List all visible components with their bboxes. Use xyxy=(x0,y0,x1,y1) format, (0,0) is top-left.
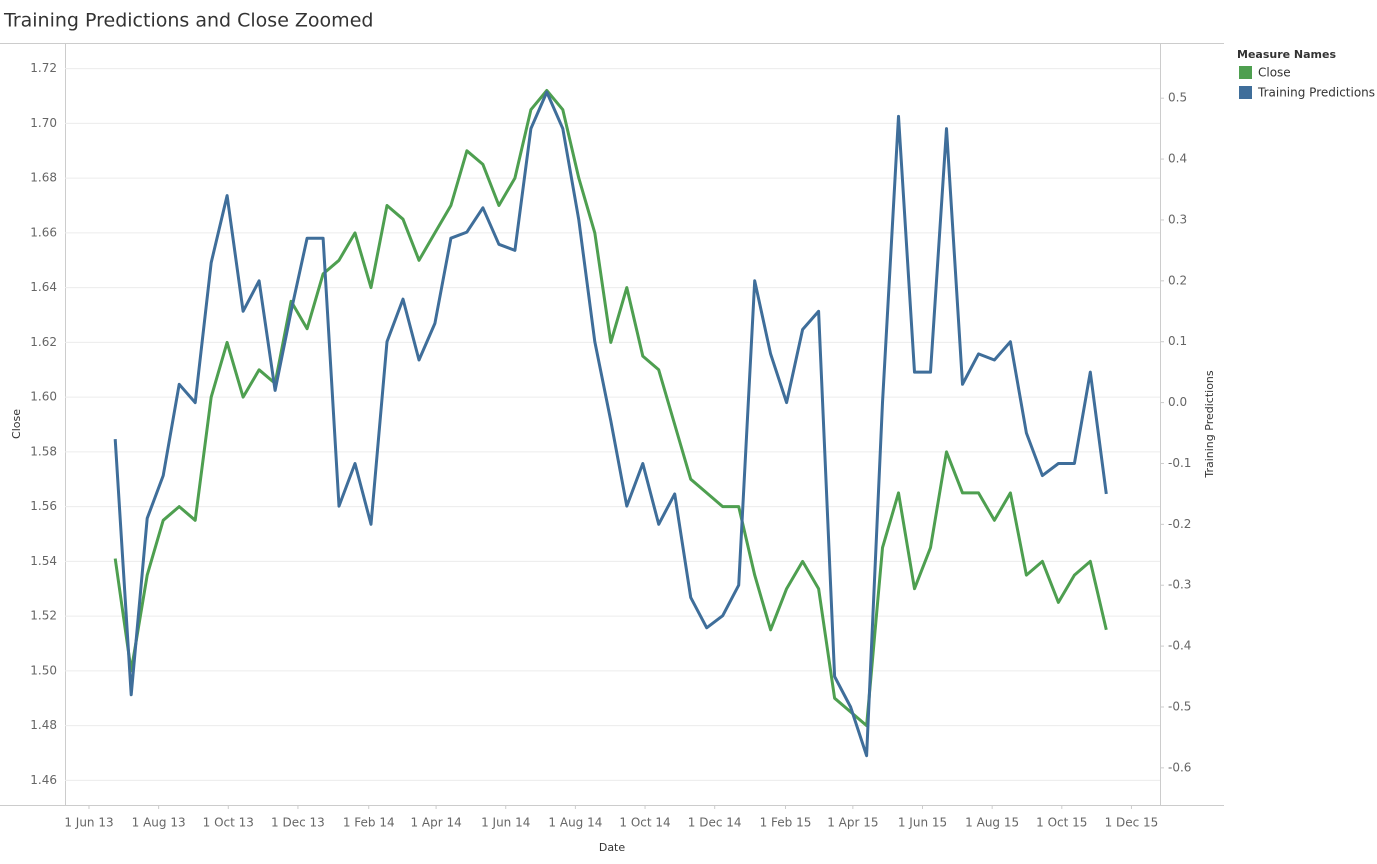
legend-label: Close xyxy=(1258,66,1291,80)
legend-title: Measure Names xyxy=(1237,48,1336,61)
y-tick-label: 1.68 xyxy=(30,171,57,185)
x-tick-label: 1 Dec 14 xyxy=(688,816,742,830)
y2-tick-label: -0.5 xyxy=(1168,699,1191,713)
y2-tick-label: 0.0 xyxy=(1168,395,1187,409)
series-line xyxy=(113,89,1108,728)
y2-tick-label: 0.2 xyxy=(1168,273,1187,287)
x-tick-label: 1 Jun 15 xyxy=(898,816,947,830)
y2-axis-title: Training Predictions xyxy=(1203,370,1216,479)
x-tick-label: 1 Feb 14 xyxy=(343,816,395,830)
y-tick-label: 1.50 xyxy=(30,663,57,677)
y2-tick-label: -0.6 xyxy=(1168,760,1191,774)
x-tick-label: 1 Oct 15 xyxy=(1036,816,1087,830)
y2-tick-label: 0.3 xyxy=(1168,212,1187,226)
y2-tick-label: -0.2 xyxy=(1168,517,1191,531)
legend-label: Training Predictions xyxy=(1257,86,1375,100)
y2-tick-label: 0.1 xyxy=(1168,334,1187,348)
x-axis-title: Date xyxy=(599,841,626,854)
legend-swatch xyxy=(1239,86,1252,99)
y-tick-label: 1.46 xyxy=(30,773,57,787)
legend-swatch xyxy=(1239,66,1252,79)
y-tick-label: 1.62 xyxy=(30,335,57,349)
y2-tick-label: -0.3 xyxy=(1168,578,1191,592)
y2-tick-label: 0.5 xyxy=(1168,91,1187,105)
y-tick-label: 1.70 xyxy=(30,116,57,130)
x-tick-label: 1 Feb 15 xyxy=(760,816,812,830)
y-tick-label: 1.60 xyxy=(30,390,57,404)
y2-tick-label: -0.1 xyxy=(1168,456,1191,470)
x-tick-label: 1 Dec 13 xyxy=(271,816,325,830)
x-tick-label: 1 Aug 15 xyxy=(965,816,1019,830)
y-tick-label: 1.52 xyxy=(30,609,57,623)
x-tick-label: 1 Dec 15 xyxy=(1105,816,1159,830)
chart-title: Training Predictions and Close Zoomed xyxy=(3,10,373,32)
y2-tick-label: 0.4 xyxy=(1168,152,1187,166)
y-tick-label: 1.64 xyxy=(30,280,57,294)
y-tick-label: 1.54 xyxy=(30,554,57,568)
y-tick-label: 1.72 xyxy=(30,61,57,75)
x-tick-label: 1 Oct 13 xyxy=(203,816,254,830)
x-tick-label: 1 Aug 14 xyxy=(548,816,602,830)
series-line xyxy=(113,90,1108,758)
y-tick-label: 1.58 xyxy=(30,444,57,458)
x-tick-label: 1 Jun 14 xyxy=(481,816,530,830)
x-tick-label: 1 Apr 15 xyxy=(827,816,878,830)
y-tick-label: 1.56 xyxy=(30,499,57,513)
y-tick-label: 1.48 xyxy=(30,718,57,732)
x-tick-label: 1 Apr 14 xyxy=(410,816,461,830)
x-tick-label: 1 Oct 14 xyxy=(619,816,670,830)
y-tick-label: 1.66 xyxy=(30,225,57,239)
x-tick-label: 1 Jun 13 xyxy=(64,816,113,830)
x-tick-label: 1 Aug 13 xyxy=(132,816,186,830)
y2-tick-label: -0.4 xyxy=(1168,639,1191,653)
y-axis-title: Close xyxy=(10,409,23,439)
